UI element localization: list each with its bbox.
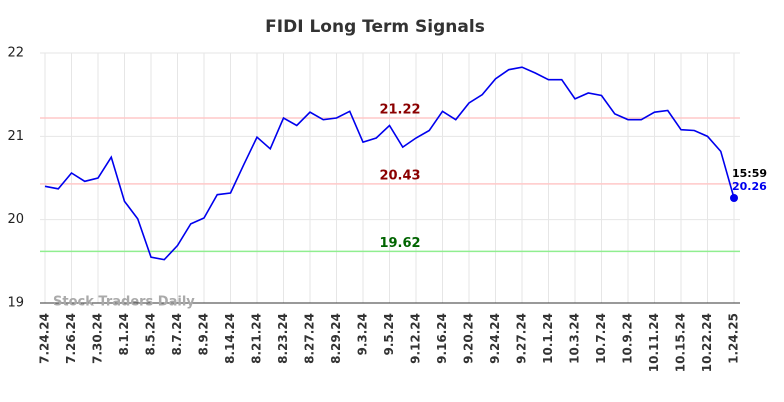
x-tick-label: 9.5.24: [382, 313, 396, 356]
x-tick-label: 10.22.24: [700, 313, 714, 372]
x-tick-label: 10.15.24: [674, 313, 688, 372]
x-tick-label: 9.12.24: [409, 313, 423, 364]
x-tick-label: 7.30.24: [91, 313, 105, 364]
x-tick-label: 10.7.24: [594, 313, 608, 364]
signal-label: 21.22: [379, 103, 420, 118]
x-tick-label: 10.3.24: [568, 313, 582, 364]
x-tick-label: 8.9.24: [197, 313, 211, 356]
x-tick-label: 9.3.24: [356, 313, 370, 356]
x-tick-label: 7.26.24: [64, 313, 78, 364]
price-line: [44, 66, 735, 261]
x-tick-label: 8.5.24: [144, 313, 158, 356]
x-tick-label: 7.24.24: [38, 313, 52, 364]
x-tick-label: 8.23.24: [276, 313, 290, 364]
last-value: 20.26: [732, 180, 767, 193]
y-tick-label: 21: [7, 129, 24, 144]
chart-title: FIDI Long Term Signals: [265, 17, 485, 37]
x-tick-label: 9.16.24: [435, 313, 449, 364]
x-tick-label: 8.14.24: [223, 313, 237, 364]
x-tick-label: 10.9.24: [621, 313, 635, 364]
x-tick-label: 9.20.24: [462, 313, 476, 364]
x-tick-label: 10.1.24: [541, 313, 555, 364]
x-tick-label: 8.1.24: [117, 313, 131, 356]
x-tick-label: 8.7.24: [170, 313, 184, 356]
x-tick-label: 1.24.25: [727, 313, 741, 364]
y-tick-label: 19: [7, 296, 24, 311]
x-tick-label: 10.11.24: [647, 313, 661, 372]
x-tick-label: 9.24.24: [488, 313, 502, 364]
x-tick-label: 8.29.24: [329, 313, 343, 364]
watermark: Stock Traders Daily: [53, 295, 195, 310]
signal-label: 19.62: [379, 236, 420, 251]
signal-label: 20.43: [379, 168, 420, 183]
last-point: [730, 194, 738, 202]
x-tick-label: 8.27.24: [303, 313, 317, 364]
last-time: 15:59: [732, 167, 767, 180]
y-tick-label: 20: [7, 212, 24, 227]
x-tick-label: 9.27.24: [515, 313, 529, 364]
x-tick-label: 8.21.24: [250, 313, 264, 364]
y-tick-label: 22: [7, 46, 24, 61]
